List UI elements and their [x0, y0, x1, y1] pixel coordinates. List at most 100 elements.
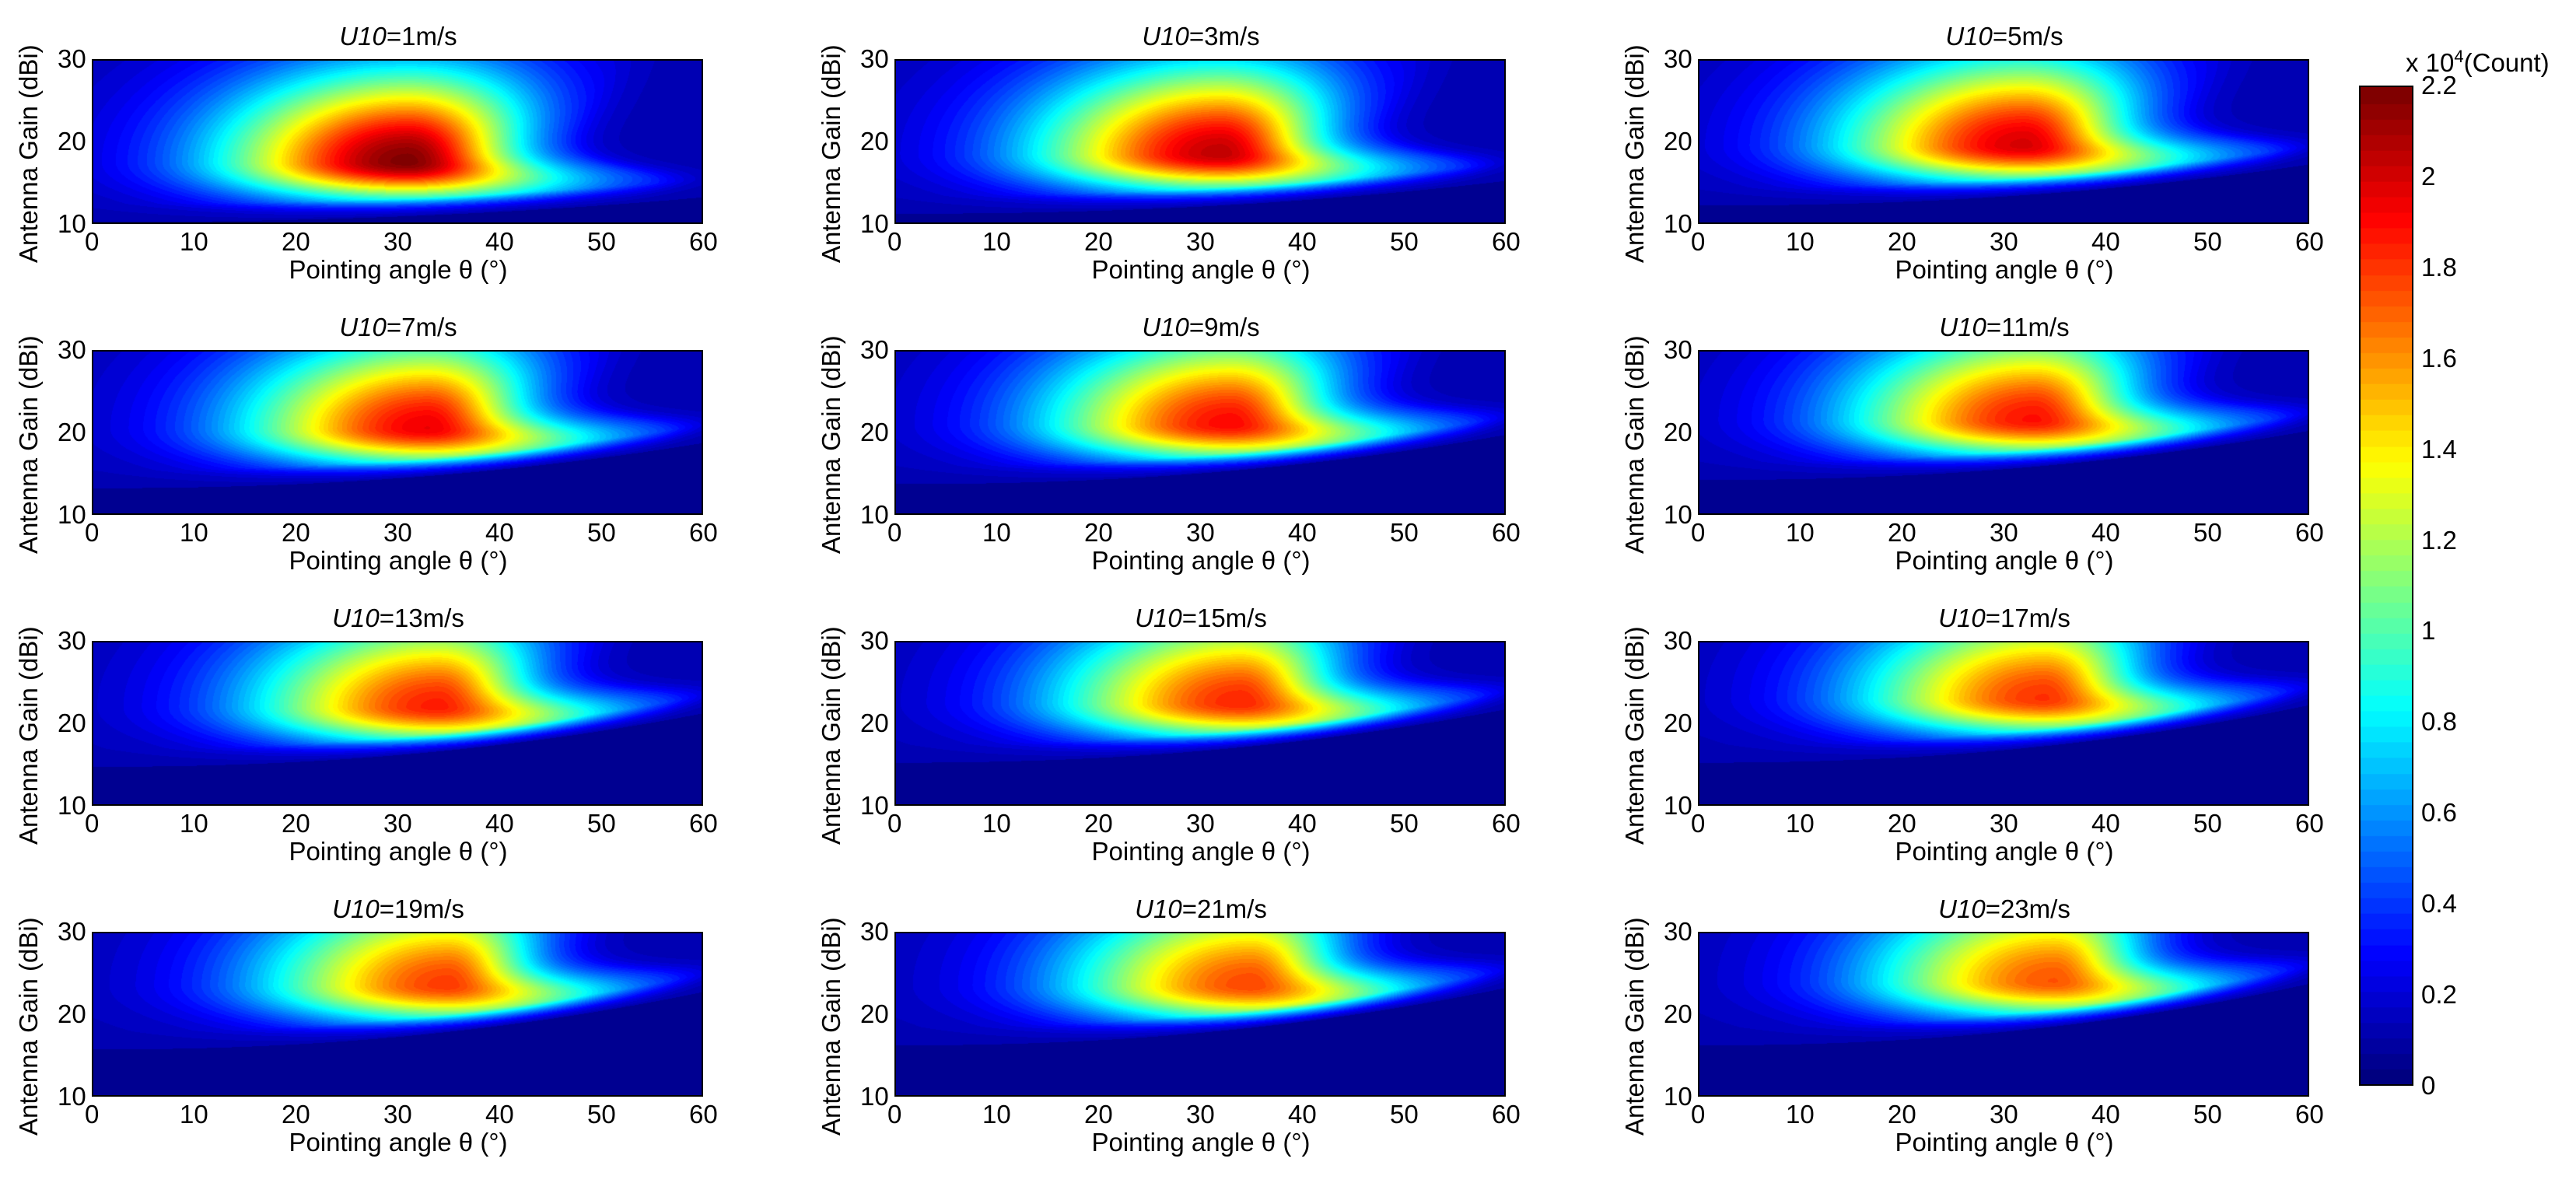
x-tick-label: 10 — [982, 1100, 1011, 1129]
y-tick-label: 30 — [1664, 44, 1692, 73]
y-tick-label: 20 — [58, 999, 86, 1028]
y-axis-label: Antenna Gain (dBi) — [14, 626, 43, 845]
x-tick-label: 50 — [1390, 1100, 1419, 1129]
x-tick-label: 30 — [1990, 518, 2018, 547]
x-tick-label: 50 — [2193, 227, 2222, 256]
panel-title: U10=11m/s — [1698, 313, 2311, 342]
y-tick-label: 10 — [860, 500, 889, 529]
colorbar — [2359, 86, 2413, 1086]
heatmap-panel — [1698, 59, 2309, 224]
x-tick-label: 20 — [1084, 227, 1113, 256]
panel-title-variable: U10 — [1939, 313, 1986, 341]
y-tick-label: 30 — [58, 44, 86, 73]
y-axis-label: Antenna Gain (dBi) — [1620, 626, 1649, 845]
x-tick-label: 0 — [887, 227, 902, 256]
panel-title: U10=23m/s — [1698, 894, 2311, 924]
y-tick-label: 30 — [860, 626, 889, 655]
x-tick-label: 60 — [689, 1100, 718, 1129]
x-tick-label: 10 — [1786, 1100, 1815, 1129]
x-tick-label: 30 — [383, 1100, 412, 1129]
y-tick-label: 20 — [860, 127, 889, 156]
colorbar-unit-prefix: x 10 — [2406, 48, 2455, 77]
x-axis-label: Pointing angle θ (°) — [289, 546, 508, 575]
y-axis-label: Antenna Gain (dBi) — [14, 335, 43, 554]
x-tick-label: 20 — [282, 1100, 310, 1129]
y-tick-label: 20 — [860, 709, 889, 737]
x-tick-label: 20 — [1888, 809, 1916, 838]
panel-title: U10=13m/s — [92, 604, 705, 633]
x-tick-label: 20 — [1084, 518, 1113, 547]
panel-title: U10=9m/s — [894, 313, 1507, 342]
y-tick-label: 20 — [1664, 127, 1692, 156]
panel-title: U10=19m/s — [92, 894, 705, 924]
x-tick-label: 30 — [1186, 1100, 1215, 1129]
panel-title-variable: U10 — [339, 22, 387, 51]
x-axis-label: Pointing angle θ (°) — [1895, 546, 2114, 575]
x-tick-label: 60 — [2295, 227, 2324, 256]
x-tick-label: 0 — [85, 227, 100, 256]
y-tick-label: 10 — [860, 791, 889, 820]
colorbar-tick-label: 1.8 — [2421, 252, 2457, 282]
panel-title: U10=21m/s — [894, 894, 1507, 924]
y-axis-label: Antenna Gain (dBi) — [817, 44, 845, 263]
panel-title-variable: U10 — [1142, 22, 1189, 51]
y-tick-label: 30 — [1664, 917, 1692, 946]
x-tick-label: 40 — [2091, 518, 2120, 547]
x-tick-label: 20 — [282, 227, 310, 256]
y-tick-label: 30 — [1664, 626, 1692, 655]
y-tick-label: 10 — [1664, 500, 1692, 529]
y-axis-label: Antenna Gain (dBi) — [817, 917, 845, 1136]
x-tick-label: 30 — [1186, 518, 1215, 547]
heatmap-panel — [894, 641, 1506, 806]
x-tick-label: 40 — [485, 227, 514, 256]
y-tick-label: 30 — [860, 44, 889, 73]
y-axis-label: Antenna Gain (dBi) — [1620, 917, 1649, 1136]
panel-title-value: =5m/s — [1992, 22, 2063, 51]
y-axis-label: Antenna Gain (dBi) — [817, 335, 845, 554]
x-tick-label: 10 — [982, 227, 1011, 256]
x-tick-label: 50 — [2193, 809, 2222, 838]
x-tick-label: 10 — [1786, 518, 1815, 547]
colorbar-unit-suffix: (Count) — [2463, 48, 2550, 77]
colorbar-unit: x 104(Count) — [2406, 47, 2550, 78]
x-axis-label: Pointing angle θ (°) — [1895, 1128, 2114, 1157]
colorbar-tick-label: 1.4 — [2421, 434, 2457, 464]
x-axis-label: Pointing angle θ (°) — [1091, 546, 1311, 575]
x-tick-label: 60 — [1492, 809, 1521, 838]
x-tick-label: 0 — [887, 518, 902, 547]
colorbar-tick-label: 0 — [2421, 1071, 2436, 1100]
heatmap-panel — [92, 641, 703, 806]
x-tick-label: 20 — [1888, 1100, 1916, 1129]
colorbar-tick-label: 2.2 — [2421, 71, 2457, 100]
x-tick-label: 30 — [383, 809, 412, 838]
x-tick-label: 60 — [689, 227, 718, 256]
y-tick-label: 20 — [860, 999, 889, 1028]
x-tick-label: 50 — [2193, 518, 2222, 547]
x-tick-label: 50 — [1390, 809, 1419, 838]
x-tick-label: 40 — [485, 518, 514, 547]
x-tick-label: 30 — [1186, 227, 1215, 256]
panel-title-variable: U10 — [339, 313, 387, 341]
x-axis-label: Pointing angle θ (°) — [289, 837, 508, 866]
x-axis-label: Pointing angle θ (°) — [1091, 1128, 1311, 1157]
y-tick-label: 20 — [58, 127, 86, 156]
x-tick-label: 60 — [1492, 227, 1521, 256]
x-tick-label: 0 — [1691, 227, 1706, 256]
x-tick-label: 40 — [2091, 809, 2120, 838]
x-tick-label: 50 — [2193, 1100, 2222, 1129]
x-tick-label: 60 — [689, 809, 718, 838]
heatmap-panel — [92, 932, 703, 1097]
y-tick-label: 30 — [58, 917, 86, 946]
y-tick-label: 10 — [58, 209, 86, 238]
colorbar-tick-label: 0.8 — [2421, 707, 2457, 737]
panel-title-value: =15m/s — [1181, 604, 1267, 632]
x-tick-label: 60 — [689, 518, 718, 547]
y-tick-label: 10 — [860, 209, 889, 238]
panel-title: U10=7m/s — [92, 313, 705, 342]
x-tick-label: 10 — [180, 518, 208, 547]
panel-title: U10=3m/s — [894, 22, 1507, 51]
x-tick-label: 0 — [1691, 1100, 1706, 1129]
x-tick-label: 30 — [1990, 1100, 2018, 1129]
x-tick-label: 40 — [2091, 227, 2120, 256]
x-tick-label: 40 — [1288, 227, 1317, 256]
